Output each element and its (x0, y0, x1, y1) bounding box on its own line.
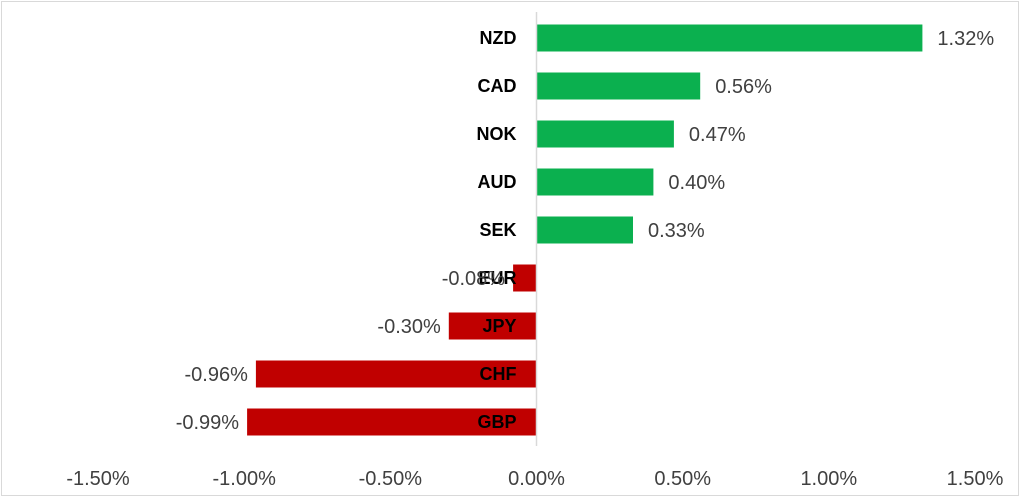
bar-aud (536, 168, 654, 196)
value-labels-group: 1.32% 0.56% 0.47% 0.40% 0.33% -0.08% -0.30% -0.… (176, 28, 995, 434)
value-label-chf: -0.96% (185, 364, 249, 386)
x-tick-label: -1.50% (66, 468, 130, 490)
category-label-nzd: NZD (480, 28, 517, 48)
value-label-nok: 0.47% (689, 124, 746, 146)
category-label-gbp: GBP (477, 412, 516, 432)
x-tick-label: -0.50% (359, 468, 423, 490)
x-tick-label: -1.00% (213, 468, 277, 490)
category-label-eur: EUR (478, 268, 516, 288)
category-label-chf: CHF (480, 364, 517, 384)
value-label-cad: 0.56% (715, 76, 772, 98)
bar-chf (255, 360, 537, 388)
x-tick-label: 1.50% (947, 468, 1004, 490)
category-label-cad: CAD (478, 76, 517, 96)
bar-cad (536, 72, 701, 100)
value-label-nzd: 1.32% (937, 28, 994, 50)
bars-group (247, 24, 923, 436)
category-label-aud: AUD (478, 172, 517, 192)
value-label-eur: -0.08% (442, 268, 506, 290)
value-label-sek: 0.33% (648, 220, 705, 242)
bar-sek (536, 216, 633, 244)
bar-eur (513, 264, 537, 292)
bar-gbp (247, 408, 537, 436)
category-label-sek: SEK (479, 220, 516, 240)
x-tick-label: 1.00% (800, 468, 857, 490)
category-label-jpy: JPY (482, 316, 516, 336)
category-labels-group: NZD CAD NOK AUD SEK EUR JPY CHF GBP (477, 28, 517, 432)
value-label-aud: 0.40% (668, 172, 725, 194)
category-label-nok: NOK (477, 124, 517, 144)
value-label-gbp: -0.99% (176, 412, 240, 434)
bar-jpy (448, 312, 537, 340)
bar-nzd (536, 24, 923, 52)
bar-nok (536, 120, 674, 148)
x-tick-labels-group: -1.50% -1.00% -0.50% 0.00% 0.50% 1.00% 1.50% (66, 468, 1003, 490)
x-tick-label: 0.00% (508, 468, 565, 490)
value-label-jpy: -0.30% (377, 316, 441, 338)
x-tick-label: 0.50% (654, 468, 711, 490)
